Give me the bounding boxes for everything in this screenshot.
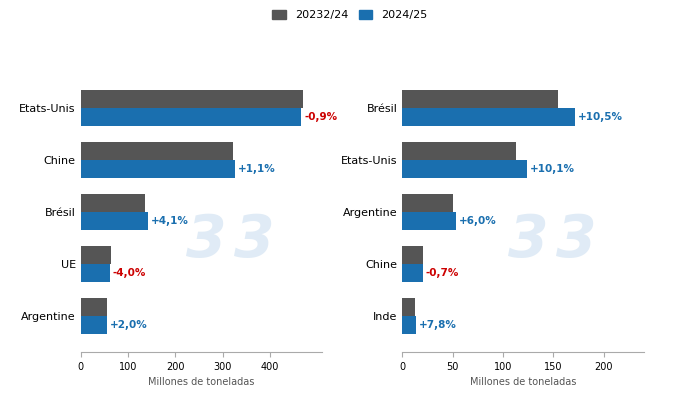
Bar (402, 298, 414, 316)
Bar (80, 160, 235, 178)
Text: -0,7%: -0,7% (426, 268, 459, 278)
Text: +10,5%: +10,5% (578, 112, 622, 122)
Legend: 20232/24, 2024/25: 20232/24, 2024/25 (268, 6, 432, 25)
Bar (80, 108, 301, 126)
Text: +1,1%: +1,1% (238, 164, 276, 174)
Text: 3: 3 (556, 212, 596, 268)
Bar (402, 90, 559, 108)
Bar (402, 142, 516, 160)
Bar (80, 316, 107, 334)
Text: 3: 3 (508, 212, 548, 268)
Text: +7,8%: +7,8% (419, 320, 456, 330)
Bar (80, 246, 111, 264)
X-axis label: Millones de toneladas: Millones de toneladas (470, 377, 576, 387)
Text: +2,0%: +2,0% (110, 320, 148, 330)
Bar (80, 142, 233, 160)
Text: -4,0%: -4,0% (113, 268, 146, 278)
Text: 3: 3 (234, 212, 274, 268)
Bar (80, 194, 146, 212)
Text: 3: 3 (186, 212, 226, 268)
Bar (402, 194, 453, 212)
Bar (80, 298, 106, 316)
Text: +4,1%: +4,1% (151, 216, 189, 226)
Text: +10,1%: +10,1% (530, 164, 575, 174)
Bar (402, 264, 423, 282)
Bar (402, 246, 423, 264)
Text: -0,9%: -0,9% (304, 112, 337, 122)
Bar (402, 108, 575, 126)
Bar (402, 316, 416, 334)
Text: +6,0%: +6,0% (458, 216, 496, 226)
Bar (402, 160, 527, 178)
Bar (80, 90, 303, 108)
X-axis label: Millones de toneladas: Millones de toneladas (148, 377, 254, 387)
Bar (402, 212, 456, 230)
Bar (80, 212, 148, 230)
Bar (80, 264, 110, 282)
